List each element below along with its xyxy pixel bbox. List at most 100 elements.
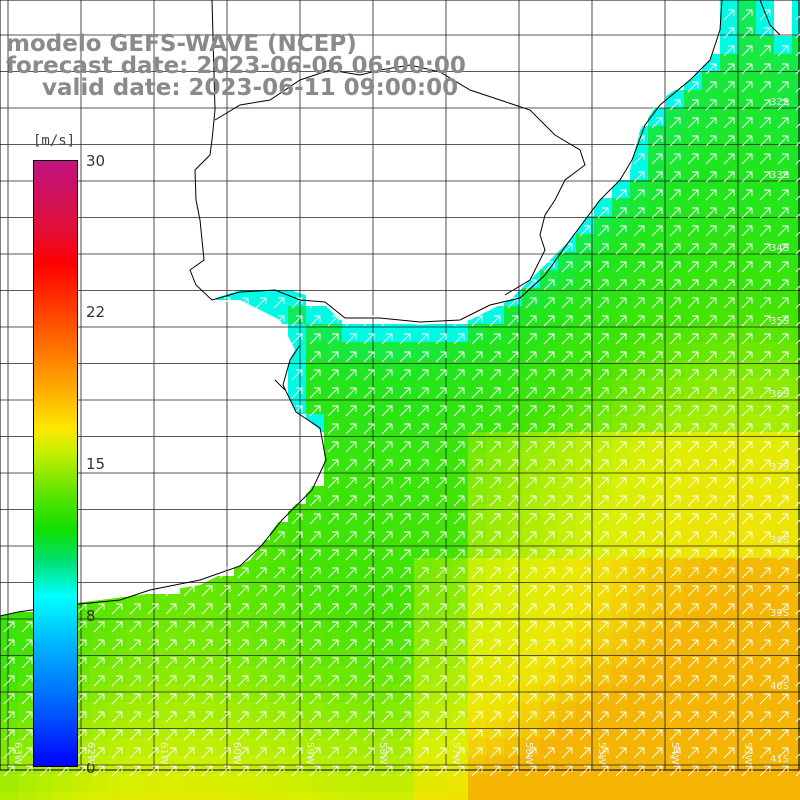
wind-arrow [651,693,663,705]
colorbar-tick-15: 15 [86,455,106,473]
sea-cell [522,540,540,558]
sea-cell [774,126,792,144]
wind-arrow [453,531,465,543]
sea-cell [738,0,756,18]
sea-cell [684,234,702,252]
wind-arrow [651,711,663,723]
wind-arrow [687,747,699,759]
wind-arrow [741,621,753,633]
wind-arrow [273,675,285,687]
sea-cell [162,720,180,738]
sea-cell [486,774,504,792]
sea-cell [324,612,342,630]
wind-arrow [327,567,339,579]
wind-arrow [435,639,447,651]
sea-cell [792,108,800,126]
wind-arrow [111,675,123,687]
wind-arrow [21,657,33,669]
wind-arrow [345,567,357,579]
wind-arrow [669,621,681,633]
wind-arrow [399,333,411,345]
sea-cell [270,774,288,792]
wind-arrow [777,459,789,471]
sea-cell [342,774,360,792]
sea-cell [432,378,450,396]
wind-arrow [543,279,555,291]
sea-cell [612,306,630,324]
wind-arrow [651,639,663,651]
wind-arrow [507,549,519,561]
sea-cell [378,594,396,612]
wind-arrow [741,369,753,381]
sea-cell [594,252,612,270]
wind-arrow [381,513,393,525]
sea-cell [774,774,792,792]
wind-arrow [381,675,393,687]
wind-arrow [741,747,753,759]
wind-arrow [597,603,609,615]
wind-arrow [183,621,195,633]
wind-arrow [687,423,699,435]
sea-cell [720,72,738,90]
sea-cell [738,396,756,414]
sea-cell [504,360,522,378]
sea-cell [666,648,684,666]
wind-arrow [723,675,735,687]
sea-cell [522,684,540,702]
sea-cell [0,702,18,720]
wind-arrow [327,441,339,453]
wind-arrow [687,189,699,201]
wind-arrow [273,585,285,597]
wind-arrow [507,675,519,687]
sea-cell [252,594,270,612]
sea-cell [648,252,666,270]
sea-cell [594,504,612,522]
wind-arrow [705,387,717,399]
sea-cell [468,666,486,684]
wind-arrow [777,729,789,741]
wind-arrow [651,747,663,759]
wind-arrow [507,477,519,489]
wind-arrow [615,225,627,237]
sea-cell [576,324,594,342]
wind-arrow [633,261,645,273]
sea-cell [414,486,432,504]
sea-cell [684,378,702,396]
sea-cell [558,288,576,306]
sea-cell [612,342,630,360]
sea-cell [522,396,540,414]
sea-cell [612,270,630,288]
wind-arrow [615,711,627,723]
wind-arrow [705,63,717,75]
sea-cell [738,612,756,630]
wind-arrow [723,567,735,579]
wind-arrow [111,729,123,741]
sea-cell [576,270,594,288]
sea-cell [324,738,342,756]
sea-cell [234,648,252,666]
sea-cell [216,774,234,792]
wind-arrow [381,405,393,417]
wind-arrow [687,459,699,471]
sea-cell [738,702,756,720]
wind-arrow [741,531,753,543]
wind-arrow [561,675,573,687]
sea-cell [324,774,342,792]
wind-arrow [723,639,735,651]
wind-arrow [633,693,645,705]
wind-arrow [633,189,645,201]
sea-cell [36,774,54,792]
sea-cell [792,378,800,396]
wind-arrow [597,279,609,291]
wind-arrow [525,387,537,399]
sea-cell [378,540,396,558]
sea-cell [270,792,288,800]
sea-cell [468,342,486,360]
sea-cell [216,702,234,720]
sea-cell [450,486,468,504]
sea-cell [450,450,468,468]
colorbar [33,160,78,767]
sea-cell [540,666,558,684]
sea-cell [432,702,450,720]
sea-cell [126,630,144,648]
